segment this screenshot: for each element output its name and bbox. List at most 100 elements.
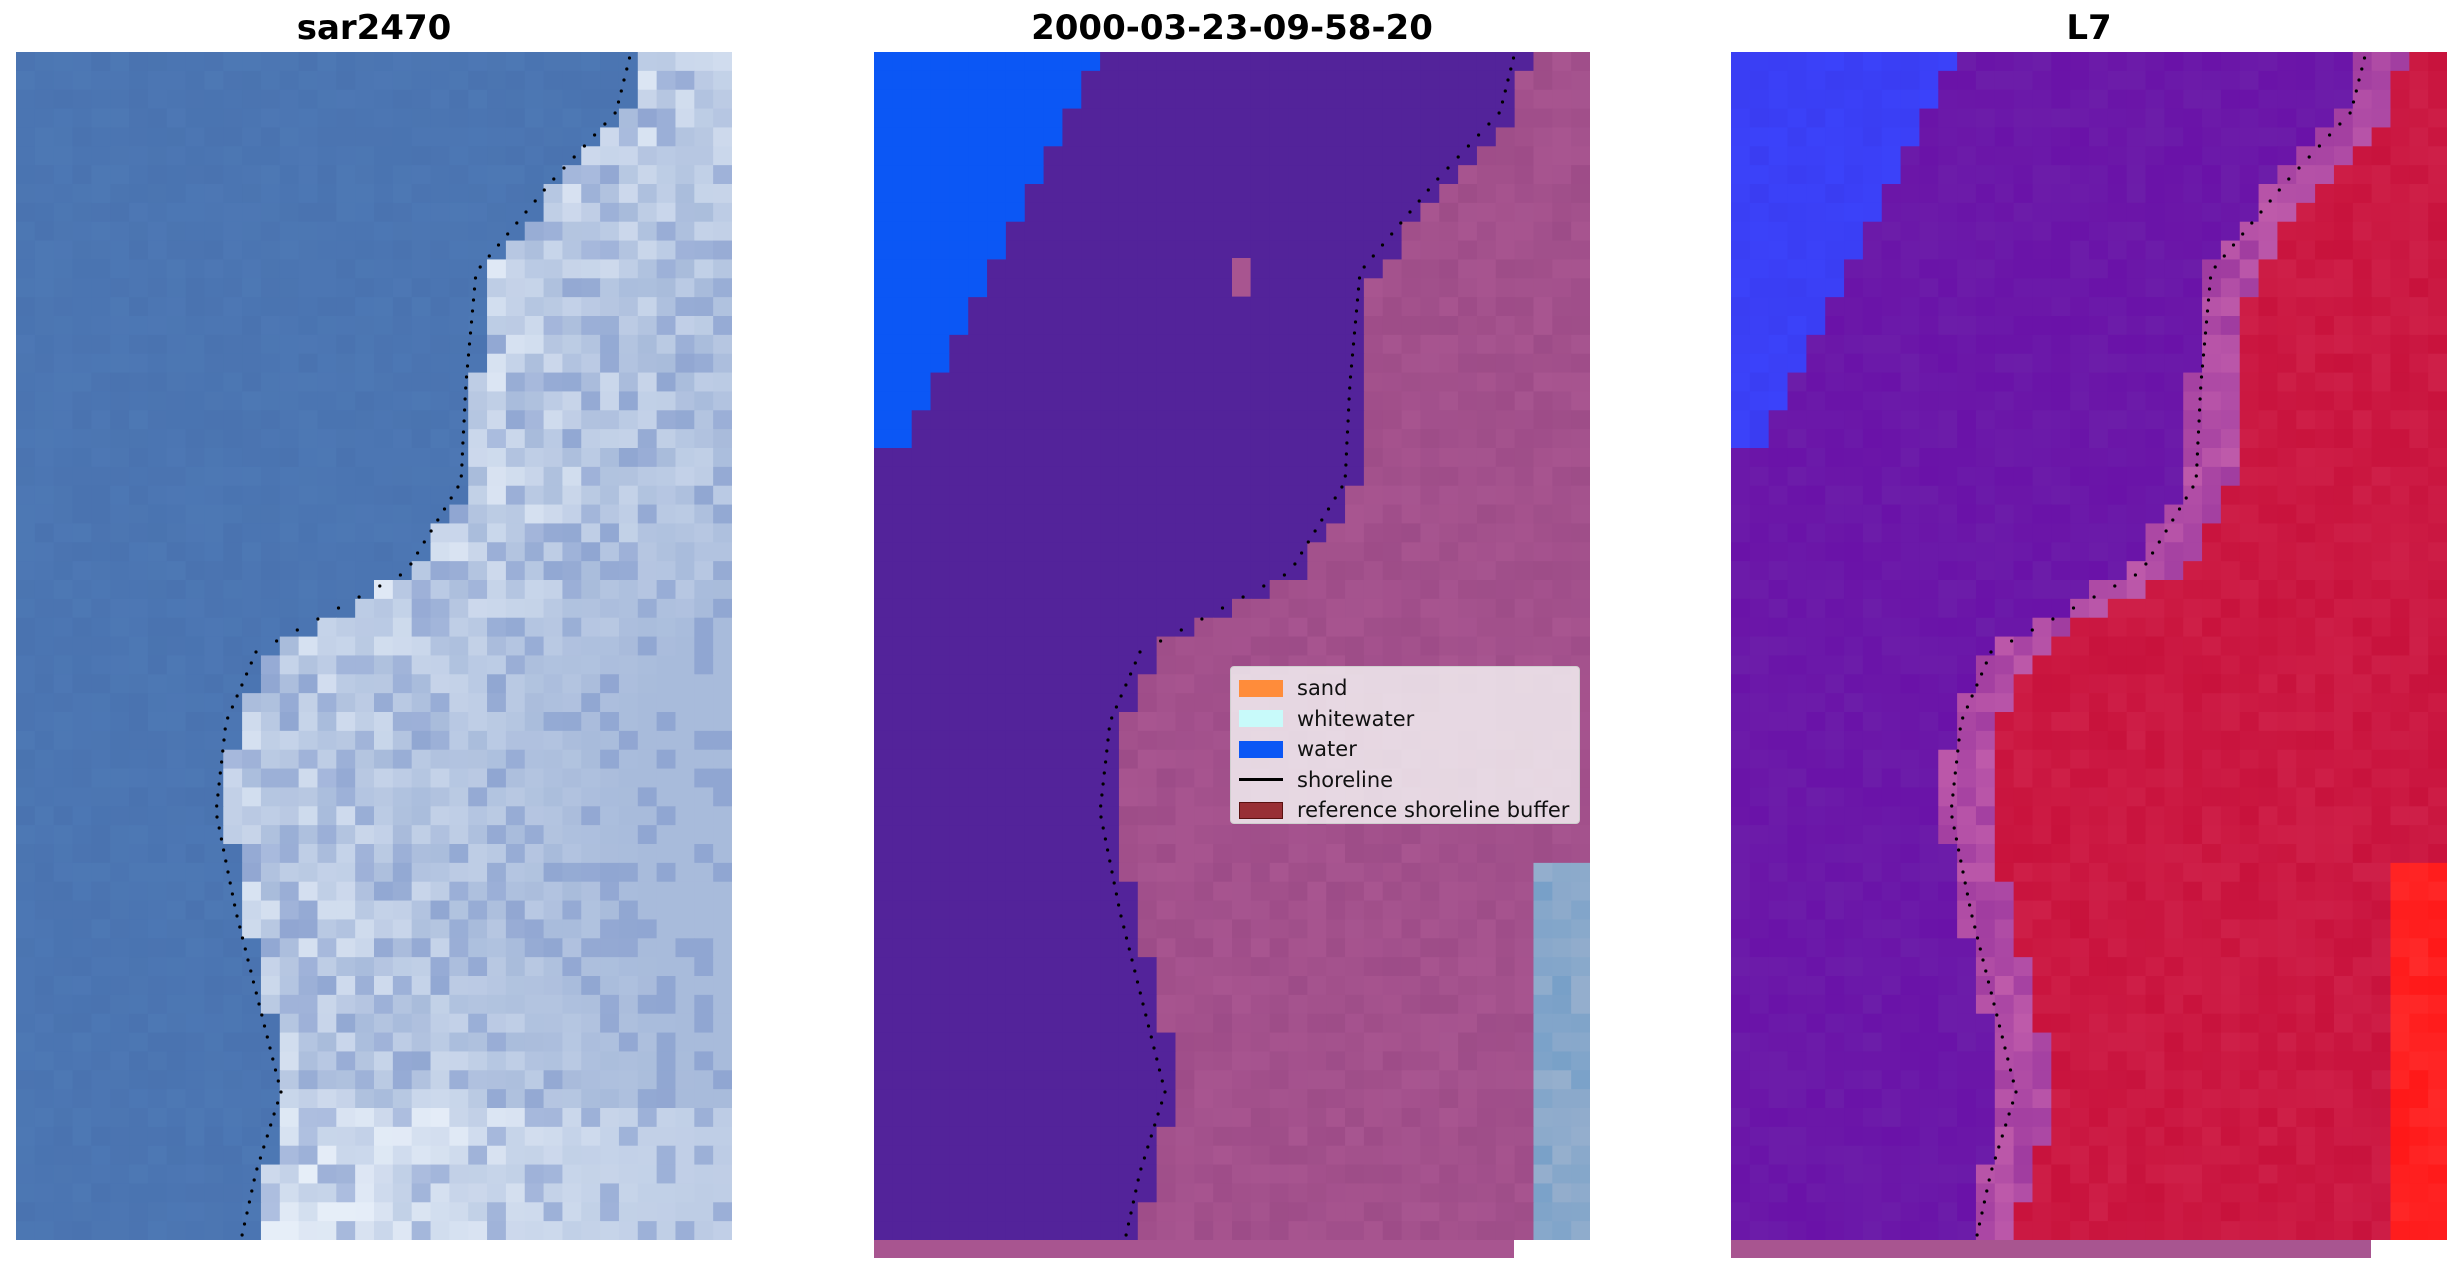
shoreline-point	[2357, 78, 2361, 82]
shoreline-point	[252, 1178, 256, 1182]
shoreline-point	[409, 562, 413, 566]
shoreline-point	[1343, 474, 1347, 478]
shoreline-point	[2297, 166, 2301, 170]
shoreline-point	[2202, 342, 2207, 346]
shoreline-point	[1101, 782, 1105, 786]
shoreline-point	[1982, 1200, 1986, 1204]
shoreline-point	[552, 177, 556, 181]
shoreline-point	[1347, 397, 1351, 401]
shoreline-point	[436, 518, 440, 522]
legend: sand whitewater water shoreline referenc…	[1230, 666, 1580, 824]
shoreline-point	[449, 496, 453, 500]
shoreline-point	[2241, 232, 2245, 236]
shoreline-point	[276, 1101, 280, 1105]
shoreline-point	[295, 628, 299, 632]
shoreline-point	[459, 474, 463, 478]
shoreline-point	[1119, 914, 1123, 918]
shoreline-point	[1300, 551, 1304, 555]
shoreline-point	[1179, 628, 1183, 632]
shoreline-point	[226, 870, 230, 874]
shoreline-point	[1131, 1200, 1135, 1204]
shoreline-point	[2030, 628, 2034, 632]
shoreline-point	[1100, 793, 1104, 797]
shoreline-point	[562, 166, 566, 170]
shoreline-point	[1417, 199, 1421, 203]
shoreline-point	[357, 595, 361, 599]
shoreline-point	[582, 144, 587, 148]
shoreline-point	[442, 507, 447, 511]
shoreline-point	[2197, 419, 2201, 423]
shoreline-point	[1500, 100, 1505, 104]
index-image-panel	[1731, 52, 2447, 1240]
shoreline-point	[250, 1189, 254, 1193]
shoreline-point	[255, 1167, 259, 1171]
shoreline-point	[2157, 540, 2161, 544]
shoreline-point	[260, 1013, 264, 1017]
shoreline-point	[272, 1112, 276, 1116]
shoreline-point	[1106, 738, 1110, 742]
rgb-image	[16, 52, 732, 1240]
shoreline-point	[249, 969, 253, 973]
shoreline-point	[2011, 1101, 2015, 1105]
shoreline-point	[464, 375, 469, 379]
shoreline-point	[240, 936, 245, 940]
legend-label-shoreline: shoreline	[1297, 767, 1394, 792]
shoreline-point	[1117, 903, 1121, 907]
buffer-strip-classified	[874, 1240, 1514, 1258]
shoreline-point	[1112, 881, 1116, 885]
shoreline-point	[1313, 529, 1317, 533]
shoreline-point	[226, 716, 230, 720]
shoreline-point	[1241, 595, 1245, 599]
legend-swatch-whitewater	[1239, 710, 1283, 728]
legend-label-water: water	[1297, 737, 1357, 762]
shoreline-point	[1466, 144, 1470, 148]
legend-item-sand: sand	[1239, 673, 1571, 704]
shoreline-point	[2195, 463, 2199, 467]
shoreline-point	[1965, 892, 1969, 896]
shoreline-point	[1987, 1178, 1991, 1182]
shoreline-point	[1509, 67, 1513, 71]
shoreline-point	[593, 133, 597, 137]
shoreline-point	[1984, 661, 1988, 665]
shoreline-point	[265, 1134, 269, 1138]
shoreline-point	[1099, 804, 1103, 808]
shoreline-point	[2348, 111, 2352, 115]
shoreline-point	[1157, 1068, 1162, 1072]
shoreline-point	[1108, 859, 1112, 863]
shoreline-point	[466, 353, 471, 357]
shoreline-point	[2206, 298, 2211, 302]
shoreline-point	[1101, 826, 1105, 830]
shoreline-point	[613, 111, 617, 115]
shoreline-point	[1326, 507, 1331, 511]
shoreline-point	[1963, 881, 1967, 885]
shoreline-point	[2177, 507, 2182, 511]
shoreline-point	[2328, 133, 2332, 137]
shoreline-point	[269, 1123, 273, 1127]
shoreline-point	[1142, 1156, 1146, 1160]
shoreline-point	[1347, 408, 1351, 412]
shoreline-point	[533, 199, 537, 203]
shoreline-point	[1124, 683, 1128, 687]
shoreline-point	[1124, 936, 1129, 940]
shoreline-point	[1345, 430, 1350, 434]
shoreline-point	[460, 463, 464, 467]
shoreline-point	[2277, 188, 2281, 192]
shoreline-point	[1146, 1145, 1150, 1149]
shoreline-point	[2151, 551, 2155, 555]
shoreline-point	[1990, 1167, 1994, 1171]
shoreline-point	[1992, 1002, 1996, 1006]
shoreline-point	[1980, 1211, 1984, 1215]
shoreline-point	[1333, 496, 1337, 500]
shoreline-point	[625, 67, 629, 71]
shoreline-point	[2222, 254, 2226, 258]
shoreline-point	[218, 771, 222, 775]
shoreline-point	[1961, 870, 1965, 874]
shoreline-point	[1127, 947, 1131, 951]
shoreline-point	[1997, 1145, 2001, 1149]
shoreline-point	[2207, 287, 2212, 291]
shoreline-point	[1354, 309, 1359, 313]
legend-item-water: water	[1239, 734, 1571, 765]
shoreline-point	[1114, 892, 1118, 896]
shoreline-point	[2338, 122, 2342, 126]
shoreline-point	[1099, 815, 1103, 819]
